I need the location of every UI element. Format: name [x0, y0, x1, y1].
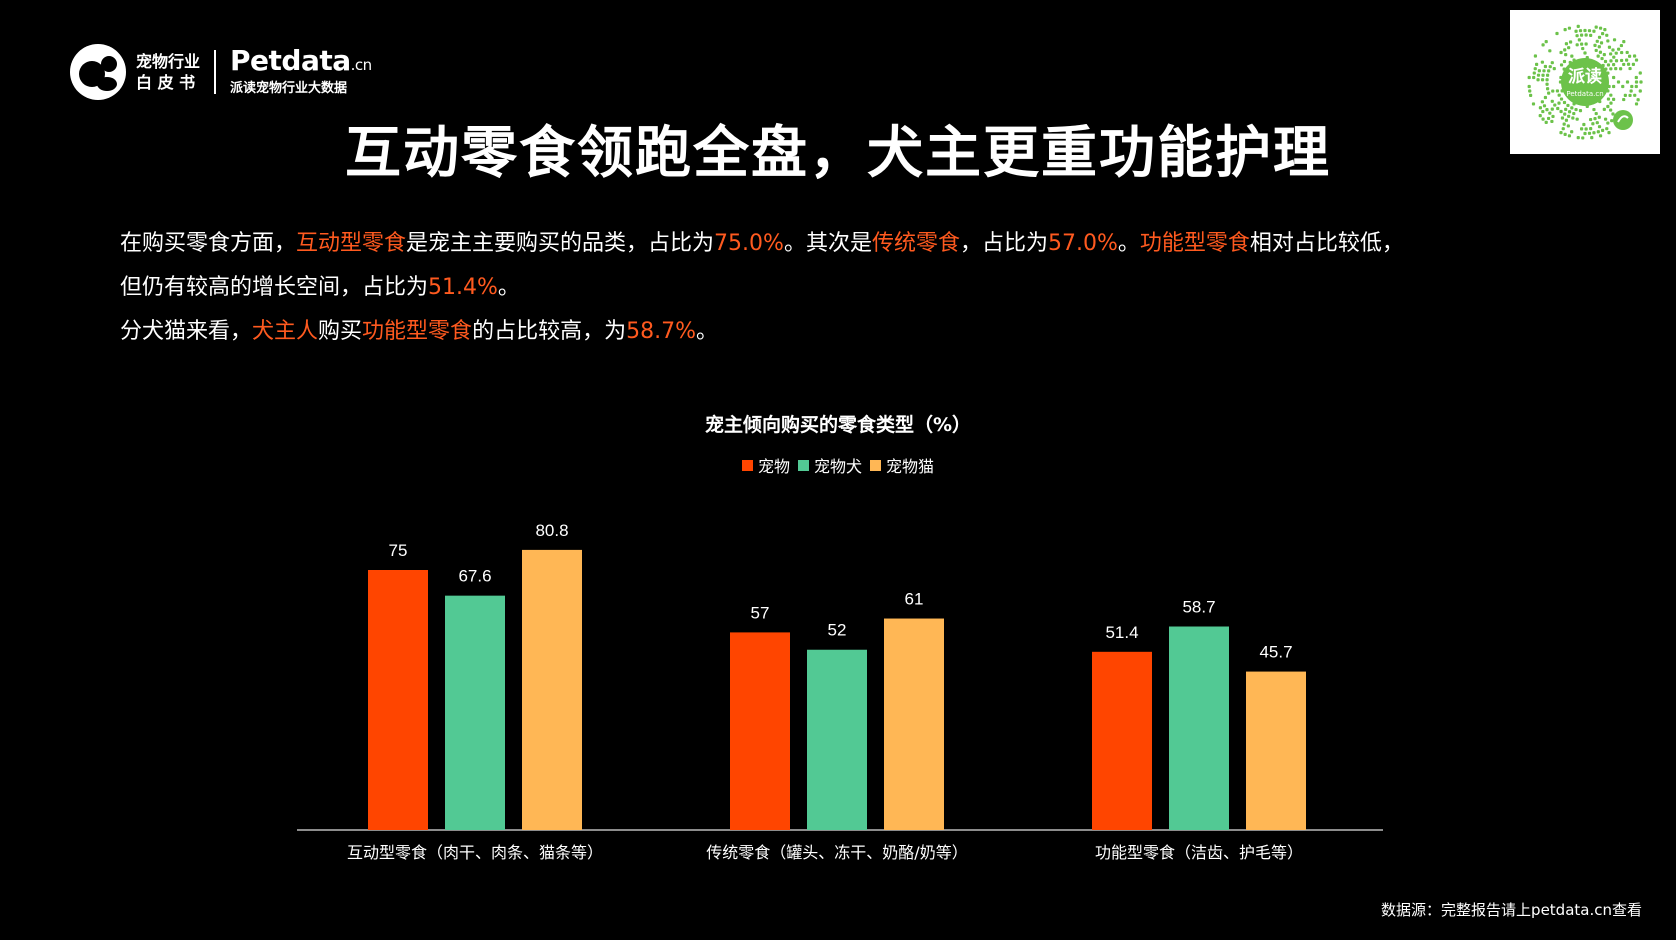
- description-text: 。其次是: [783, 231, 872, 256]
- logo-cn-line1: 宠物行业: [136, 52, 201, 71]
- pet-logo-icon: [70, 44, 126, 100]
- highlight-text: 传统零食: [871, 231, 960, 256]
- legend-item: 宠物犬: [797, 453, 862, 477]
- legend-label: 宠物猫: [886, 457, 935, 476]
- bar-value-label: 57: [751, 603, 770, 622]
- description-text: 分犬猫来看，: [120, 319, 253, 344]
- category-tick-label: 功能型零食（洁齿、护毛等）: [1095, 843, 1303, 862]
- category-tick-label: 互动型零食（肉干、肉条、猫条等）: [347, 843, 603, 862]
- bar: [1092, 651, 1152, 830]
- description-line-1: 在购买零食方面，互动型零食是宠主主要购买的品类，占比为75.0%。其次是传统零食…: [120, 222, 1560, 266]
- bar-value-label: 67.6: [458, 567, 491, 586]
- logo-brand-name: Petdata.cn: [230, 46, 372, 80]
- brand-logo: 宠物行业 白 皮 书 Petdata.cn 派读宠物行业大数据: [70, 44, 372, 100]
- chart-title: 宠主倾向购买的零食类型（%）: [704, 414, 972, 436]
- qr-code[interactable]: 派读 Petdata.cn: [1510, 10, 1660, 154]
- highlight-text: 犬主人: [252, 319, 319, 344]
- bar: [368, 570, 428, 830]
- bar: [730, 632, 790, 830]
- description-line-2: 但仍有较高的增长空间，占比为51.4%。: [120, 266, 1560, 310]
- bar: [1246, 671, 1306, 830]
- bar: [807, 649, 867, 830]
- logo-cn-line2: 白 皮 书: [136, 73, 196, 92]
- highlight-text: 功能型零食: [1139, 231, 1250, 256]
- description-text: 在购买零食方面，: [120, 231, 297, 256]
- description-line-3: 分犬猫来看，犬主人购买功能型零食的占比较高，为58.7%。: [120, 310, 1560, 354]
- description-text: ，占比为: [959, 231, 1048, 256]
- legend-swatch: [741, 459, 753, 471]
- bar: [445, 595, 505, 830]
- logo-cn-text: 宠物行业 白 皮 书: [136, 51, 200, 93]
- description-text: 相对占比较低，: [1249, 231, 1404, 256]
- logo-brand: Petdata.cn 派读宠物行业大数据: [230, 46, 372, 98]
- qr-sub: Petdata.cn: [1566, 90, 1603, 98]
- bar: [884, 618, 944, 830]
- legend-swatch: [797, 459, 809, 471]
- description: 在购买零食方面，互动型零食是宠主主要购买的品类，占比为75.0%。其次是传统零食…: [120, 222, 1560, 354]
- mini-program-icon: [1613, 110, 1633, 130]
- data-source-note: 数据源：完整报告请上petdata.cn查看: [1381, 901, 1642, 919]
- description-text: 是宠主主要购买的品类，占比为: [406, 231, 715, 256]
- qr-label: 派读: [1568, 66, 1602, 87]
- qr-code-image: 派读 Petdata.cn: [1525, 22, 1645, 142]
- highlight-text: 51.4%: [428, 275, 498, 300]
- highlight-text: 57.0%: [1047, 231, 1118, 256]
- bar-value-label: 52: [828, 621, 847, 640]
- description-text: 但仍有较高的增长空间，占比为: [120, 275, 429, 300]
- legend-swatch: [870, 459, 881, 471]
- bar-value-label: 45.7: [1259, 643, 1292, 662]
- highlight-text: 互动型零食: [296, 231, 407, 256]
- description-text: 。: [695, 319, 718, 344]
- description-text: 。: [1117, 231, 1140, 256]
- logo-brand-suffix: .cn: [350, 56, 373, 74]
- description-text: 的占比较高，为: [472, 319, 627, 344]
- bar: [1169, 626, 1229, 830]
- page-title: 互动零食领跑全盘，犬主更重功能护理: [345, 121, 1331, 186]
- bar-value-label: 58.7: [1182, 598, 1215, 617]
- category-tick-label: 传统零食（罐头、冻干、奶酪/奶等）: [706, 843, 967, 862]
- description-text: 购买: [318, 319, 363, 344]
- logo-brand-subtitle: 派读宠物行业大数据: [230, 81, 348, 96]
- description-text: 。: [497, 275, 520, 300]
- highlight-text: 75.0%: [714, 231, 784, 256]
- legend-item: 宠物猫: [870, 453, 934, 477]
- logo-brand-main: Petdata: [230, 44, 351, 77]
- highlight-text: 功能型零食: [362, 319, 473, 344]
- legend-item: 宠物: [741, 453, 790, 477]
- highlight-text: 58.7%: [626, 319, 696, 344]
- bar-value-label: 80.8: [535, 521, 568, 540]
- logo-divider: [214, 50, 217, 94]
- legend-label: 宠物犬: [813, 457, 862, 476]
- bar-value-label: 51.4: [1105, 623, 1138, 642]
- bar: [522, 549, 582, 830]
- bar-value-label: 75: [389, 541, 408, 560]
- legend-label: 宠物: [757, 457, 790, 476]
- bar-value-label: 61: [905, 590, 924, 609]
- chart-legend: 宠物 宠物犬 宠物猫: [0, 453, 1676, 477]
